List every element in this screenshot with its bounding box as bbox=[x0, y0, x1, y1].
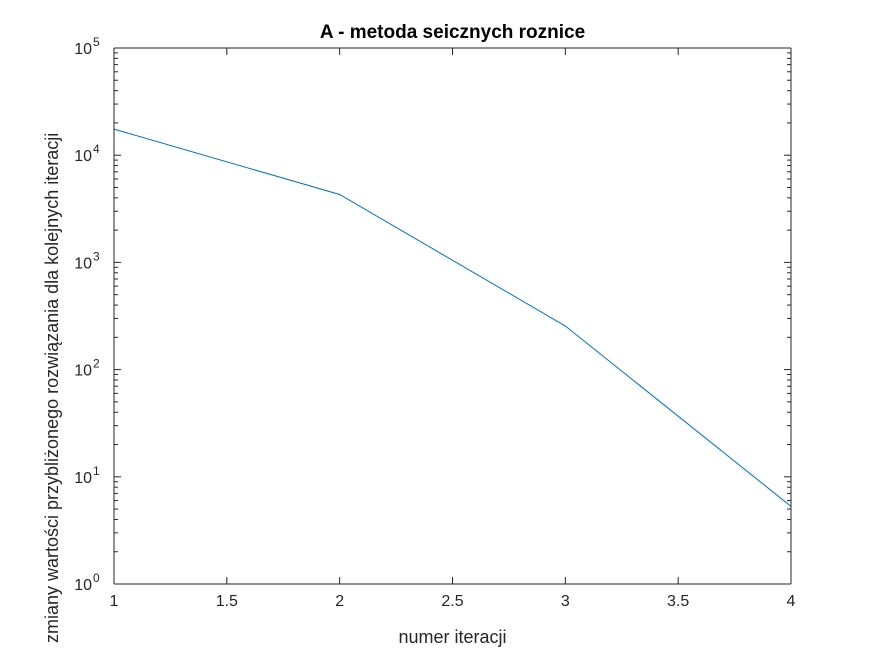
plot-area bbox=[114, 48, 791, 584]
x-tick-label: 2.5 bbox=[441, 593, 463, 610]
series-line-0 bbox=[113, 128, 792, 507]
y-tick-label: 10 bbox=[74, 255, 92, 272]
x-axis-title: numer iteracji bbox=[398, 627, 506, 647]
y-tick-label: 10 bbox=[74, 577, 92, 594]
chart-title: A - metoda seicznych roznice bbox=[320, 22, 585, 43]
x-tick-label: 3.5 bbox=[667, 593, 689, 610]
plot-background bbox=[114, 48, 791, 584]
y-tick-exponent: 5 bbox=[93, 35, 100, 49]
y-tick-label: 10 bbox=[74, 470, 92, 487]
series-layer bbox=[113, 128, 792, 507]
x-tick-label: 4 bbox=[787, 593, 796, 610]
y-tick-exponent: 3 bbox=[93, 249, 100, 263]
y-tick-exponent: 2 bbox=[93, 357, 100, 371]
y-tick-label: 10 bbox=[74, 148, 92, 165]
ticks-layer bbox=[113, 47, 792, 585]
x-tick-label: 1.5 bbox=[216, 593, 238, 610]
x-tick-label: 3 bbox=[561, 593, 570, 610]
y-tick-label: 10 bbox=[74, 363, 92, 380]
y-tick-exponent: 4 bbox=[93, 142, 100, 156]
y-tick-label: 10 bbox=[74, 41, 92, 58]
x-tick-label: 1 bbox=[110, 593, 119, 610]
y-axis-title: zmiany wartości przybliżonego rozwiązani… bbox=[42, 133, 62, 643]
y-tick-exponent: 0 bbox=[93, 571, 100, 585]
x-tick-label: 2 bbox=[335, 593, 344, 610]
y-tick-exponent: 1 bbox=[93, 464, 100, 478]
